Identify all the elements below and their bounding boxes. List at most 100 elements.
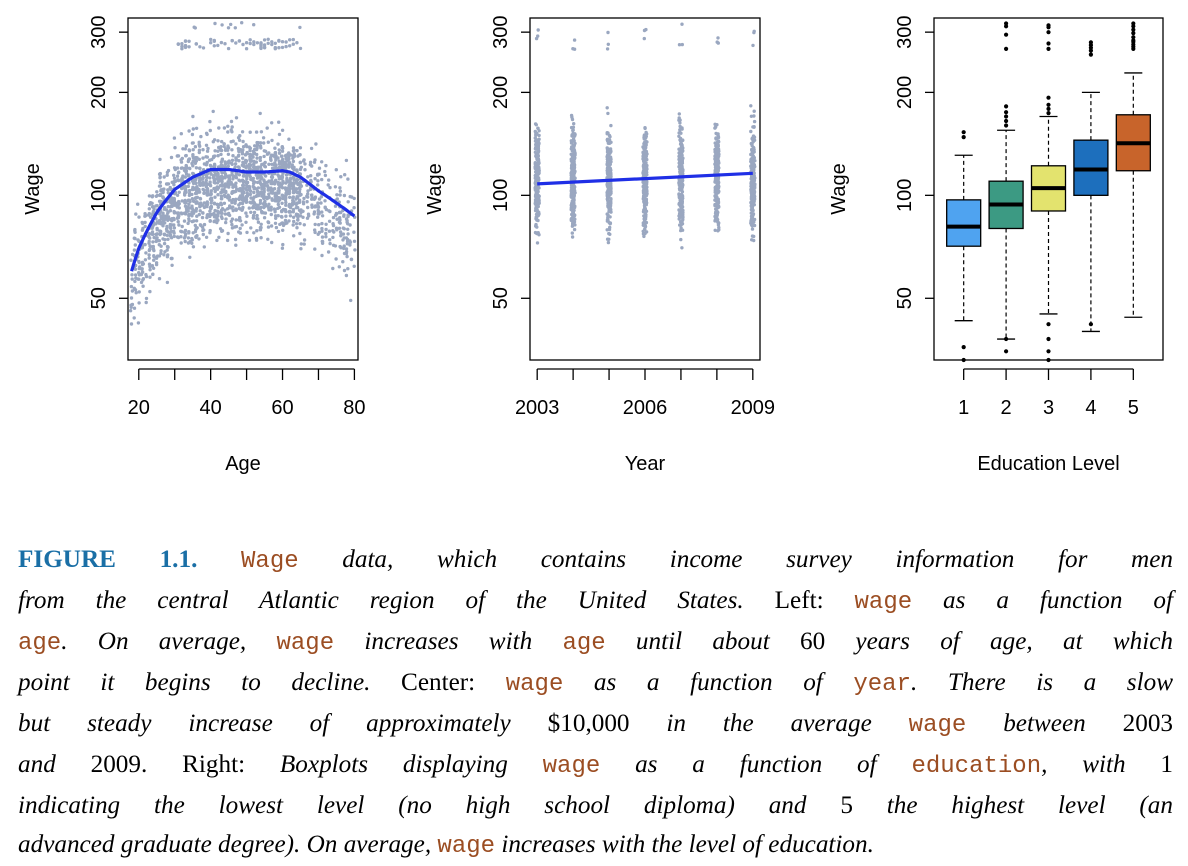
data-point: [266, 225, 271, 229]
data-point: [335, 212, 339, 216]
data-point: [606, 174, 611, 179]
data-point: [258, 198, 263, 203]
data-point: [294, 189, 298, 193]
data-point: [204, 143, 209, 147]
data-point: [752, 238, 756, 243]
data-point: [191, 153, 195, 157]
y-tick-label: 300: [490, 15, 512, 48]
data-point: [224, 220, 228, 225]
caption-text: 60: [799, 628, 826, 655]
data-point: [315, 205, 320, 209]
data-point: [245, 144, 249, 149]
data-point: [216, 139, 220, 143]
data-point: [276, 142, 280, 146]
data-point: [234, 158, 238, 162]
data-point: [201, 148, 205, 152]
data-point: [274, 216, 278, 220]
x-axis-label: Age: [225, 453, 261, 475]
data-point: [226, 46, 231, 51]
data-point: [176, 178, 181, 183]
data-point: [716, 223, 721, 227]
data-point: [348, 240, 353, 244]
data-point: [338, 189, 343, 193]
data-point: [277, 132, 282, 137]
data-point: [184, 207, 189, 211]
data-point: [216, 193, 220, 197]
data-point: [162, 218, 166, 222]
data-point: [201, 228, 205, 233]
data-point: [310, 203, 314, 207]
data-point: [187, 188, 192, 193]
data-point: [283, 218, 288, 223]
data-point: [137, 290, 141, 294]
caption-line: age. On average, wage increases with age…: [18, 622, 1173, 663]
data-point: [158, 157, 162, 162]
data-point: [159, 249, 163, 253]
data-point: [298, 180, 302, 184]
data-point: [230, 172, 234, 177]
caption-text: Center:: [370, 669, 506, 696]
data-point: [252, 42, 256, 47]
data-point: [233, 26, 237, 30]
data-point: [226, 193, 230, 197]
data-point: [324, 227, 328, 232]
data-point: [317, 230, 322, 235]
data-point: [607, 220, 611, 225]
data-point: [348, 194, 352, 199]
data-point: [191, 164, 195, 168]
data-point: [205, 155, 209, 159]
data-point: [606, 240, 611, 245]
data-point: [644, 201, 648, 205]
data-point: [204, 178, 208, 183]
data-point: [248, 152, 252, 157]
data-point: [245, 177, 249, 181]
data-point: [172, 183, 176, 187]
data-point: [714, 186, 718, 190]
data-point: [231, 154, 235, 158]
data-point: [229, 119, 234, 124]
data-point: [269, 158, 273, 162]
boxplot-level-4: [1073, 40, 1109, 333]
data-point: [258, 141, 263, 145]
data-point: [130, 277, 134, 281]
data-point: [184, 163, 188, 168]
data-point: [255, 41, 260, 45]
data-point: [186, 241, 191, 245]
caption-code-term: wage: [854, 589, 913, 616]
data-point: [172, 173, 176, 177]
data-point: [226, 152, 231, 156]
data-point: [265, 152, 270, 156]
data-point: [316, 172, 320, 176]
caption-text: years of age, at which: [825, 628, 1173, 655]
data-point: [130, 289, 135, 293]
data-point: [678, 128, 682, 132]
data-point: [191, 114, 195, 119]
data-point: [606, 30, 610, 35]
data-point: [176, 211, 180, 215]
data-point: [197, 166, 202, 170]
data-point: [157, 254, 162, 258]
data-point: [139, 280, 144, 285]
data-point: [236, 136, 241, 140]
data-point: [303, 162, 307, 166]
boxplot-level-2: [988, 21, 1024, 354]
data-point: [346, 177, 350, 181]
data-point: [213, 149, 217, 153]
data-point: [324, 222, 328, 226]
data-point: [642, 137, 646, 141]
data-point: [644, 209, 649, 213]
outlier-point: [1131, 35, 1136, 40]
data-point: [296, 154, 300, 158]
data-point: [717, 152, 721, 156]
data-point: [573, 151, 577, 155]
data-point: [176, 220, 180, 224]
caption-text: but steady increase of approximately: [18, 710, 548, 737]
data-point: [535, 188, 539, 192]
data-point: [201, 46, 206, 50]
data-point: [573, 217, 577, 221]
data-point: [183, 204, 188, 208]
data-point: [752, 147, 756, 151]
data-point: [535, 231, 539, 236]
data-point: [231, 177, 235, 181]
data-point: [280, 164, 284, 168]
